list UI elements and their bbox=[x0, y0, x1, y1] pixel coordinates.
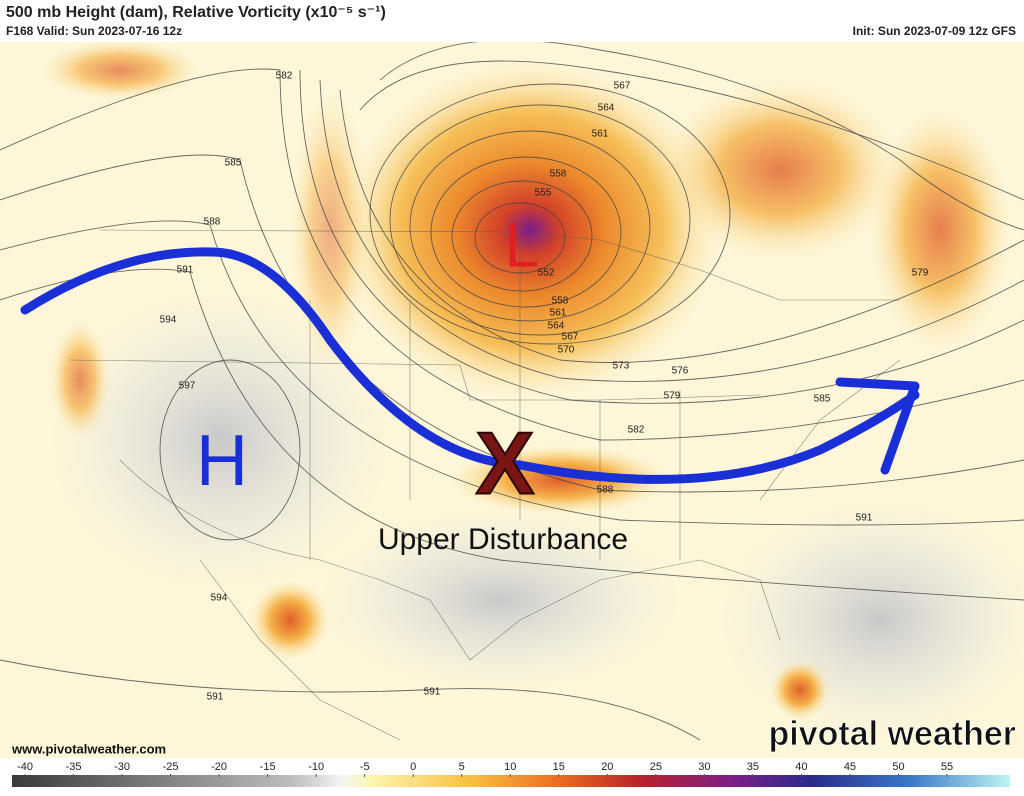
colorbar-tick-label: -25 bbox=[163, 761, 179, 773]
colorbar-tick-label: -20 bbox=[211, 761, 227, 773]
contour-label: 591 bbox=[207, 692, 224, 703]
colorbar bbox=[12, 775, 1010, 787]
contour-label: 579 bbox=[912, 268, 929, 279]
border bbox=[309, 232, 681, 560]
contour-label: 588 bbox=[204, 217, 221, 228]
contour-label: 579 bbox=[664, 391, 681, 402]
map-title: 500 mb Height (dam), Relative Vorticity … bbox=[6, 4, 386, 21]
contour bbox=[0, 268, 1024, 601]
contour bbox=[299, 69, 1024, 404]
jet-arrow-head bbox=[835, 377, 920, 475]
vorticity-blob bbox=[660, 80, 900, 260]
colorbar-tick-label: -35 bbox=[66, 761, 82, 773]
contour bbox=[474, 202, 566, 274]
gray-field bbox=[50, 290, 390, 590]
contour-label: 591 bbox=[177, 265, 194, 276]
contour-label: 570 bbox=[558, 345, 575, 356]
colorbar-tick-label: -5 bbox=[360, 761, 370, 773]
contour-label: 558 bbox=[550, 169, 567, 180]
contour bbox=[339, 89, 1024, 363]
contour bbox=[0, 154, 1024, 493]
colorbar-tick-label: -40 bbox=[17, 761, 33, 773]
contour bbox=[0, 68, 1024, 441]
contour-label: 561 bbox=[550, 308, 567, 319]
colorbar-tick-label: 10 bbox=[504, 761, 516, 773]
gray-field bbox=[320, 510, 680, 690]
contour bbox=[369, 83, 731, 345]
colorbar-tick-label: 45 bbox=[844, 761, 856, 773]
colorbar-tick-label: -30 bbox=[114, 761, 130, 773]
colorbar-tick-label: 5 bbox=[459, 761, 465, 773]
colorbar-tick-label: 55 bbox=[941, 761, 953, 773]
contour-label: 552 bbox=[538, 268, 555, 279]
low-label: L bbox=[505, 211, 539, 280]
contour-label: 594 bbox=[211, 593, 228, 604]
contour bbox=[359, 60, 1024, 201]
vorticity-blob bbox=[40, 42, 200, 100]
contour bbox=[409, 130, 651, 322]
disturbance-mark: X bbox=[476, 413, 535, 512]
contour-label: 591 bbox=[424, 687, 441, 698]
colorbar-tick-label: 35 bbox=[747, 761, 759, 773]
watermark-brand: pivotal weather bbox=[768, 715, 1016, 753]
contour-label: 597 bbox=[179, 381, 196, 392]
disturbance-label: Upper Disturbance bbox=[378, 523, 628, 556]
contour-label: 561 bbox=[592, 129, 609, 140]
contour-label: 567 bbox=[562, 332, 579, 343]
contour-label: 585 bbox=[814, 394, 831, 405]
colorbar-tick-label: 20 bbox=[601, 761, 613, 773]
contour bbox=[0, 220, 1024, 526]
colorbar-tick-label: -10 bbox=[308, 761, 324, 773]
watermark-url: www.pivotalweather.com bbox=[11, 741, 166, 756]
contour-label: 564 bbox=[598, 103, 615, 114]
contour-label: 582 bbox=[276, 71, 293, 82]
colorbar-tick-label: 30 bbox=[698, 761, 710, 773]
vorticity-blob bbox=[290, 90, 370, 370]
contour bbox=[430, 156, 622, 308]
colorbar-tick-label: -15 bbox=[260, 761, 276, 773]
high-label: H bbox=[196, 421, 248, 501]
contour-label: 588 bbox=[597, 485, 614, 496]
vorticity-blob bbox=[770, 660, 830, 720]
colorbar-tick-label: 25 bbox=[650, 761, 662, 773]
colorbar-tick-label: 50 bbox=[892, 761, 904, 773]
contour-label: 594 bbox=[160, 315, 177, 326]
colorbar-tick-label: 40 bbox=[795, 761, 807, 773]
colorbar-ticks: -40 -35 -30 -25 -20 -15 -10 -5 0 5 10 15 20 25 30 35 40 4… bbox=[17, 761, 953, 777]
contour-label: 576 bbox=[672, 366, 689, 377]
colorbar-tick-label: 0 bbox=[410, 761, 416, 773]
contour bbox=[0, 659, 701, 741]
valid-time: F168 Valid: Sun 2023-07-16 12z bbox=[6, 24, 182, 38]
contour-label: 585 bbox=[225, 158, 242, 169]
border bbox=[119, 459, 781, 661]
header-bg bbox=[0, 0, 1024, 42]
contour-label: 567 bbox=[614, 81, 631, 92]
vorticity-blob bbox=[870, 110, 1010, 350]
height-contours bbox=[0, 42, 1024, 741]
contour-label: 591 bbox=[856, 513, 873, 524]
jet-arrow bbox=[20, 247, 920, 484]
contour-labels: 5825855885915945975675645615585555525585… bbox=[160, 71, 929, 703]
vorticity-blob bbox=[250, 580, 330, 660]
contour bbox=[319, 79, 1024, 382]
contour bbox=[379, 42, 1024, 231]
contour bbox=[451, 180, 593, 292]
contour-label: 573 bbox=[613, 361, 630, 372]
contour bbox=[159, 359, 301, 541]
contour-label: 558 bbox=[552, 296, 569, 307]
contour bbox=[389, 104, 691, 336]
border bbox=[99, 229, 900, 301]
contour-label: 564 bbox=[548, 321, 565, 332]
border bbox=[69, 359, 761, 401]
map-layer: 5825855885915945975675645615585555525585… bbox=[0, 42, 1024, 758]
vorticity-blob bbox=[50, 320, 110, 440]
contour-label: 555 bbox=[535, 188, 552, 199]
init-time: Init: Sun 2023-07-09 12z GFS bbox=[853, 24, 1016, 38]
colorbar-tick-label: 15 bbox=[553, 761, 565, 773]
contour-label: 582 bbox=[628, 425, 645, 436]
